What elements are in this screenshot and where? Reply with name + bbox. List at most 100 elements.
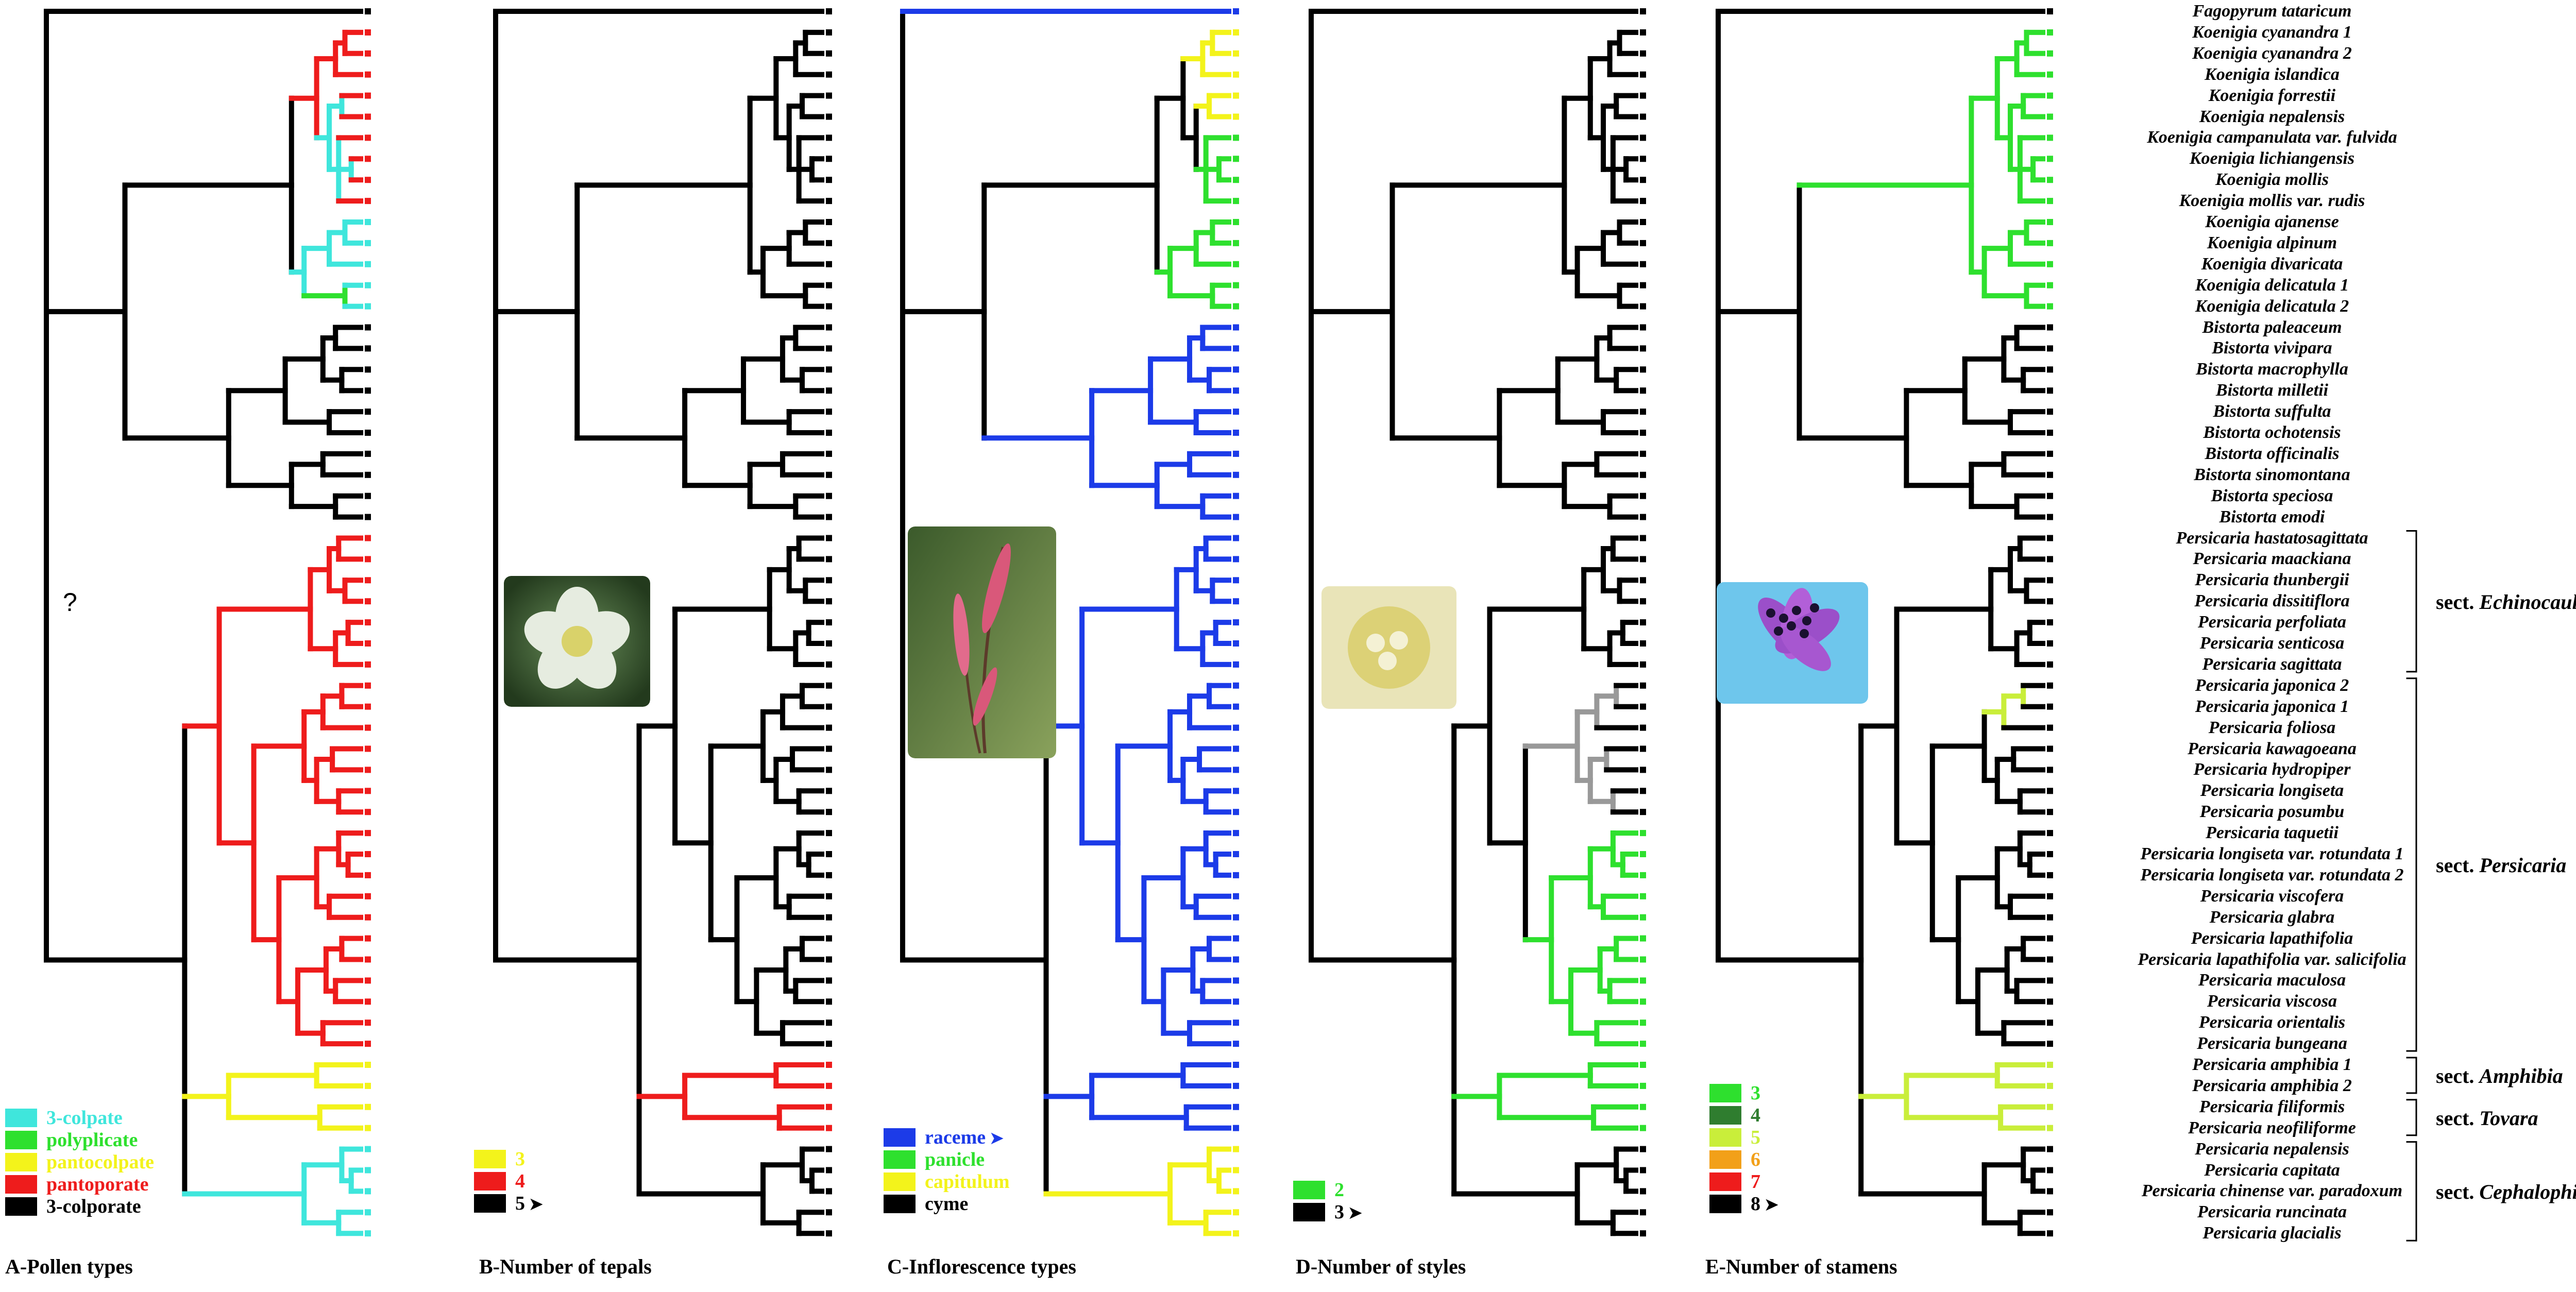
tip-state-marker (2047, 998, 2053, 1005)
tip-state-marker (1640, 1041, 1646, 1047)
tip-state-marker (2047, 577, 2053, 584)
legend-text: pantocolpate (46, 1151, 154, 1173)
tip-state-marker (1233, 577, 1239, 584)
tip-state-marker (365, 661, 371, 668)
legend-text: polyplicate (46, 1129, 138, 1151)
tip-state-marker (826, 324, 832, 331)
tip-state-marker (1233, 409, 1239, 415)
tip-state-marker (2047, 156, 2053, 162)
tip-state-marker (1233, 303, 1239, 310)
tip-state-marker (2047, 745, 2053, 752)
tip-state-marker (365, 724, 371, 731)
tip-state-marker (1233, 1125, 1239, 1131)
legend-label: 3-colpate (46, 1108, 123, 1128)
tip-state-marker (1640, 1230, 1646, 1237)
legend-swatch (1709, 1172, 1741, 1191)
tip-state-marker (826, 240, 832, 246)
legend-text: 4 (515, 1170, 525, 1192)
tip-state-marker (2047, 29, 2053, 36)
tip-state-marker (1233, 977, 1239, 984)
tip-state-marker (365, 156, 371, 162)
tip-state-marker (826, 619, 832, 626)
tip-state-marker (1640, 1146, 1646, 1152)
tip-state-marker (2047, 450, 2053, 457)
tip-state-marker (1640, 514, 1646, 520)
tip-state-marker (1233, 261, 1239, 267)
tip-state-marker (2047, 1146, 2053, 1152)
taxon-label: Persicaria dissitiflora (2194, 591, 2350, 611)
panel-c-title: C-Inflorescence types (887, 1255, 1076, 1278)
tip-state-marker (365, 324, 371, 331)
tip-state-marker (826, 1103, 832, 1110)
legend-label: 8 ➤ (1751, 1194, 1778, 1215)
legend-swatch (1293, 1203, 1325, 1221)
tip-state-marker (826, 788, 832, 794)
tip-state-marker (365, 8, 371, 14)
taxon-label: Bistorta ochotensis (2203, 423, 2341, 442)
section-label: sect. Cephalophilon (2436, 1180, 2576, 1204)
tip-state-marker (365, 619, 371, 626)
legend-text: 4 (1751, 1104, 1760, 1126)
panel-e-title: E-Number of stamens (1705, 1255, 1897, 1278)
tip-state-marker (826, 156, 832, 162)
tip-state-marker (365, 767, 371, 773)
tip-state-marker (1233, 1146, 1239, 1152)
legend-text: 6 (1751, 1149, 1760, 1170)
tip-state-marker (2047, 1041, 2053, 1047)
tip-state-marker (1640, 324, 1646, 331)
tip-state-marker (826, 366, 832, 373)
tip-state-marker (826, 809, 832, 815)
tip-state-marker (365, 1103, 371, 1110)
tip-state-marker (365, 872, 371, 878)
tip-state-marker (2047, 366, 2053, 373)
tip-state-marker (1233, 703, 1239, 710)
legend-label: pantocolpate (46, 1152, 154, 1172)
legend-swatch (1709, 1084, 1741, 1102)
inflorescence-photo (908, 526, 1056, 758)
tip-state-marker (365, 598, 371, 605)
tip-state-marker (826, 640, 832, 647)
tip-state-marker (2047, 914, 2053, 921)
taxon-label: Koenigia mollis (2215, 170, 2329, 190)
tip-state-marker (1640, 430, 1646, 436)
tip-state-marker (2047, 1019, 2053, 1026)
tip-state-marker (2047, 345, 2053, 352)
tip-state-marker (826, 577, 832, 584)
legend-swatch (474, 1172, 506, 1191)
tip-state-marker (826, 1019, 832, 1026)
tip-state-marker (1640, 219, 1646, 225)
tip-state-marker (1640, 113, 1646, 120)
tip-state-marker (365, 788, 371, 794)
taxon-label: Bistorta macrophylla (2196, 360, 2348, 379)
section-label: sect. Tovara (2436, 1106, 2538, 1130)
tip-state-marker (1233, 113, 1239, 120)
tip-state-marker (2047, 1103, 2053, 1110)
tip-state-marker (365, 556, 371, 563)
tip-state-marker (1640, 345, 1646, 352)
tip-state-marker (1640, 450, 1646, 457)
tip-state-marker (826, 261, 832, 267)
tip-state-marker (1233, 29, 1239, 36)
tip-state-marker (365, 640, 371, 647)
tip-state-marker (365, 1209, 371, 1216)
taxon-label: Persicaria hydropiper (2193, 760, 2351, 779)
tip-state-marker (1233, 134, 1239, 141)
legend-swatch (1709, 1106, 1741, 1125)
tip-state-marker (1640, 71, 1646, 78)
tip-state-marker (1640, 745, 1646, 752)
taxon-label: Persicaria maculosa (2198, 971, 2346, 990)
tip-state-marker (1640, 640, 1646, 647)
panel-b-title: B-Number of tepals (479, 1255, 652, 1278)
legend-text: 5 (515, 1193, 525, 1214)
tip-state-marker (826, 514, 832, 520)
tip-state-marker (1640, 156, 1646, 162)
taxon-label: Bistorta speciosa (2211, 486, 2333, 505)
taxon-label: Persicaria japonica 2 (2195, 675, 2349, 695)
stamen-flower-photo (1717, 582, 1868, 704)
tip-state-marker (826, 1188, 832, 1195)
legend-swatch (5, 1197, 37, 1216)
tip-state-marker (1640, 977, 1646, 984)
legend-label: 3 ➤ (1334, 1202, 1362, 1223)
tip-state-marker (2047, 177, 2053, 183)
tip-state-marker (826, 767, 832, 773)
